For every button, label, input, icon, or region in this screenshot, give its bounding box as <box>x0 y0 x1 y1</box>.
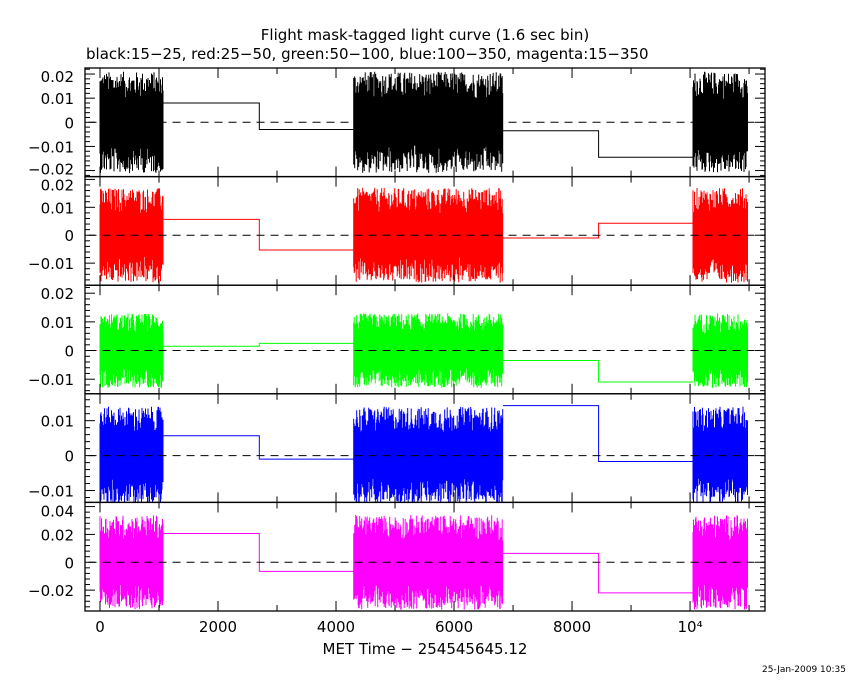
panel-15-350: −0.02 0 0.02 0.04 <box>28 501 766 612</box>
step-line-100-350 <box>503 405 694 463</box>
y-tick-label: 0 <box>64 114 74 132</box>
y-tick-label: 0 <box>64 554 74 572</box>
step-line-50-100 <box>503 360 694 383</box>
y-tick-label: 0 <box>64 227 74 245</box>
chart-subtitle: black:15−25, red:25−50, green:50−100, bl… <box>86 45 649 63</box>
y-tick-label: 0.02 <box>41 285 74 303</box>
x-tick-label: 0 <box>95 618 105 636</box>
step-line-15-350 <box>503 552 694 594</box>
step-line-15-25 <box>503 130 694 158</box>
y-tick-label: 0.01 <box>41 90 74 108</box>
step-line-50-100 <box>163 342 354 347</box>
noise-series-15-350 <box>99 515 748 610</box>
y-tick-label: 0.01 <box>41 314 74 332</box>
y-tick-label: −0.02 <box>28 161 74 179</box>
panel-50-100: −0.01 0 0.01 0.02 <box>28 284 766 395</box>
y-tick-label: 0.02 <box>41 177 74 195</box>
panel-100-350: −0.01 0 0.01 <box>28 393 766 504</box>
y-tick-label: 0.01 <box>41 413 74 431</box>
y-tick-label: 0.02 <box>41 68 74 86</box>
noise-series-50-100 <box>99 313 748 388</box>
step-line-15-350 <box>163 532 354 572</box>
y-tick-label: −0.02 <box>28 582 74 600</box>
x-tick-label: 8000 <box>553 618 591 636</box>
y-tick-label: 0.02 <box>41 526 74 544</box>
y-tick-label: 0 <box>64 343 74 361</box>
y-tick-label: −0.01 <box>28 483 74 501</box>
step-line-25-50 <box>503 222 694 239</box>
panel-15-25: −0.02 −0.01 0 0.01 0.02 <box>28 67 766 179</box>
chart-title: Flight mask-tagged light curve (1.6 sec … <box>261 26 589 44</box>
step-line-100-350 <box>163 435 354 460</box>
x-tick-label: 4000 <box>317 618 355 636</box>
step-line-25-50 <box>163 218 354 251</box>
y-tick-label: 0.01 <box>41 199 74 217</box>
x-axis-label: MET Time − 254545645.12 <box>323 640 528 658</box>
timestamp: 25-Jan-2009 10:35 <box>762 665 846 675</box>
x-tick-label: 10⁴ <box>678 618 703 636</box>
noise-series-25-50 <box>99 187 748 283</box>
y-tick-label: −0.01 <box>28 371 74 389</box>
panel-25-50: −0.01 0 0.01 0.02 <box>28 175 766 286</box>
y-tick-label: −0.01 <box>28 255 74 273</box>
step-line-15-25 <box>163 102 354 131</box>
y-tick-label: −0.01 <box>28 138 74 156</box>
y-tick-label: 0.04 <box>41 502 74 520</box>
x-tick-label: 2000 <box>199 618 237 636</box>
x-tick-label: 6000 <box>435 618 473 636</box>
y-tick-label: 0 <box>64 448 74 466</box>
noise-series-15-25 <box>99 71 748 173</box>
